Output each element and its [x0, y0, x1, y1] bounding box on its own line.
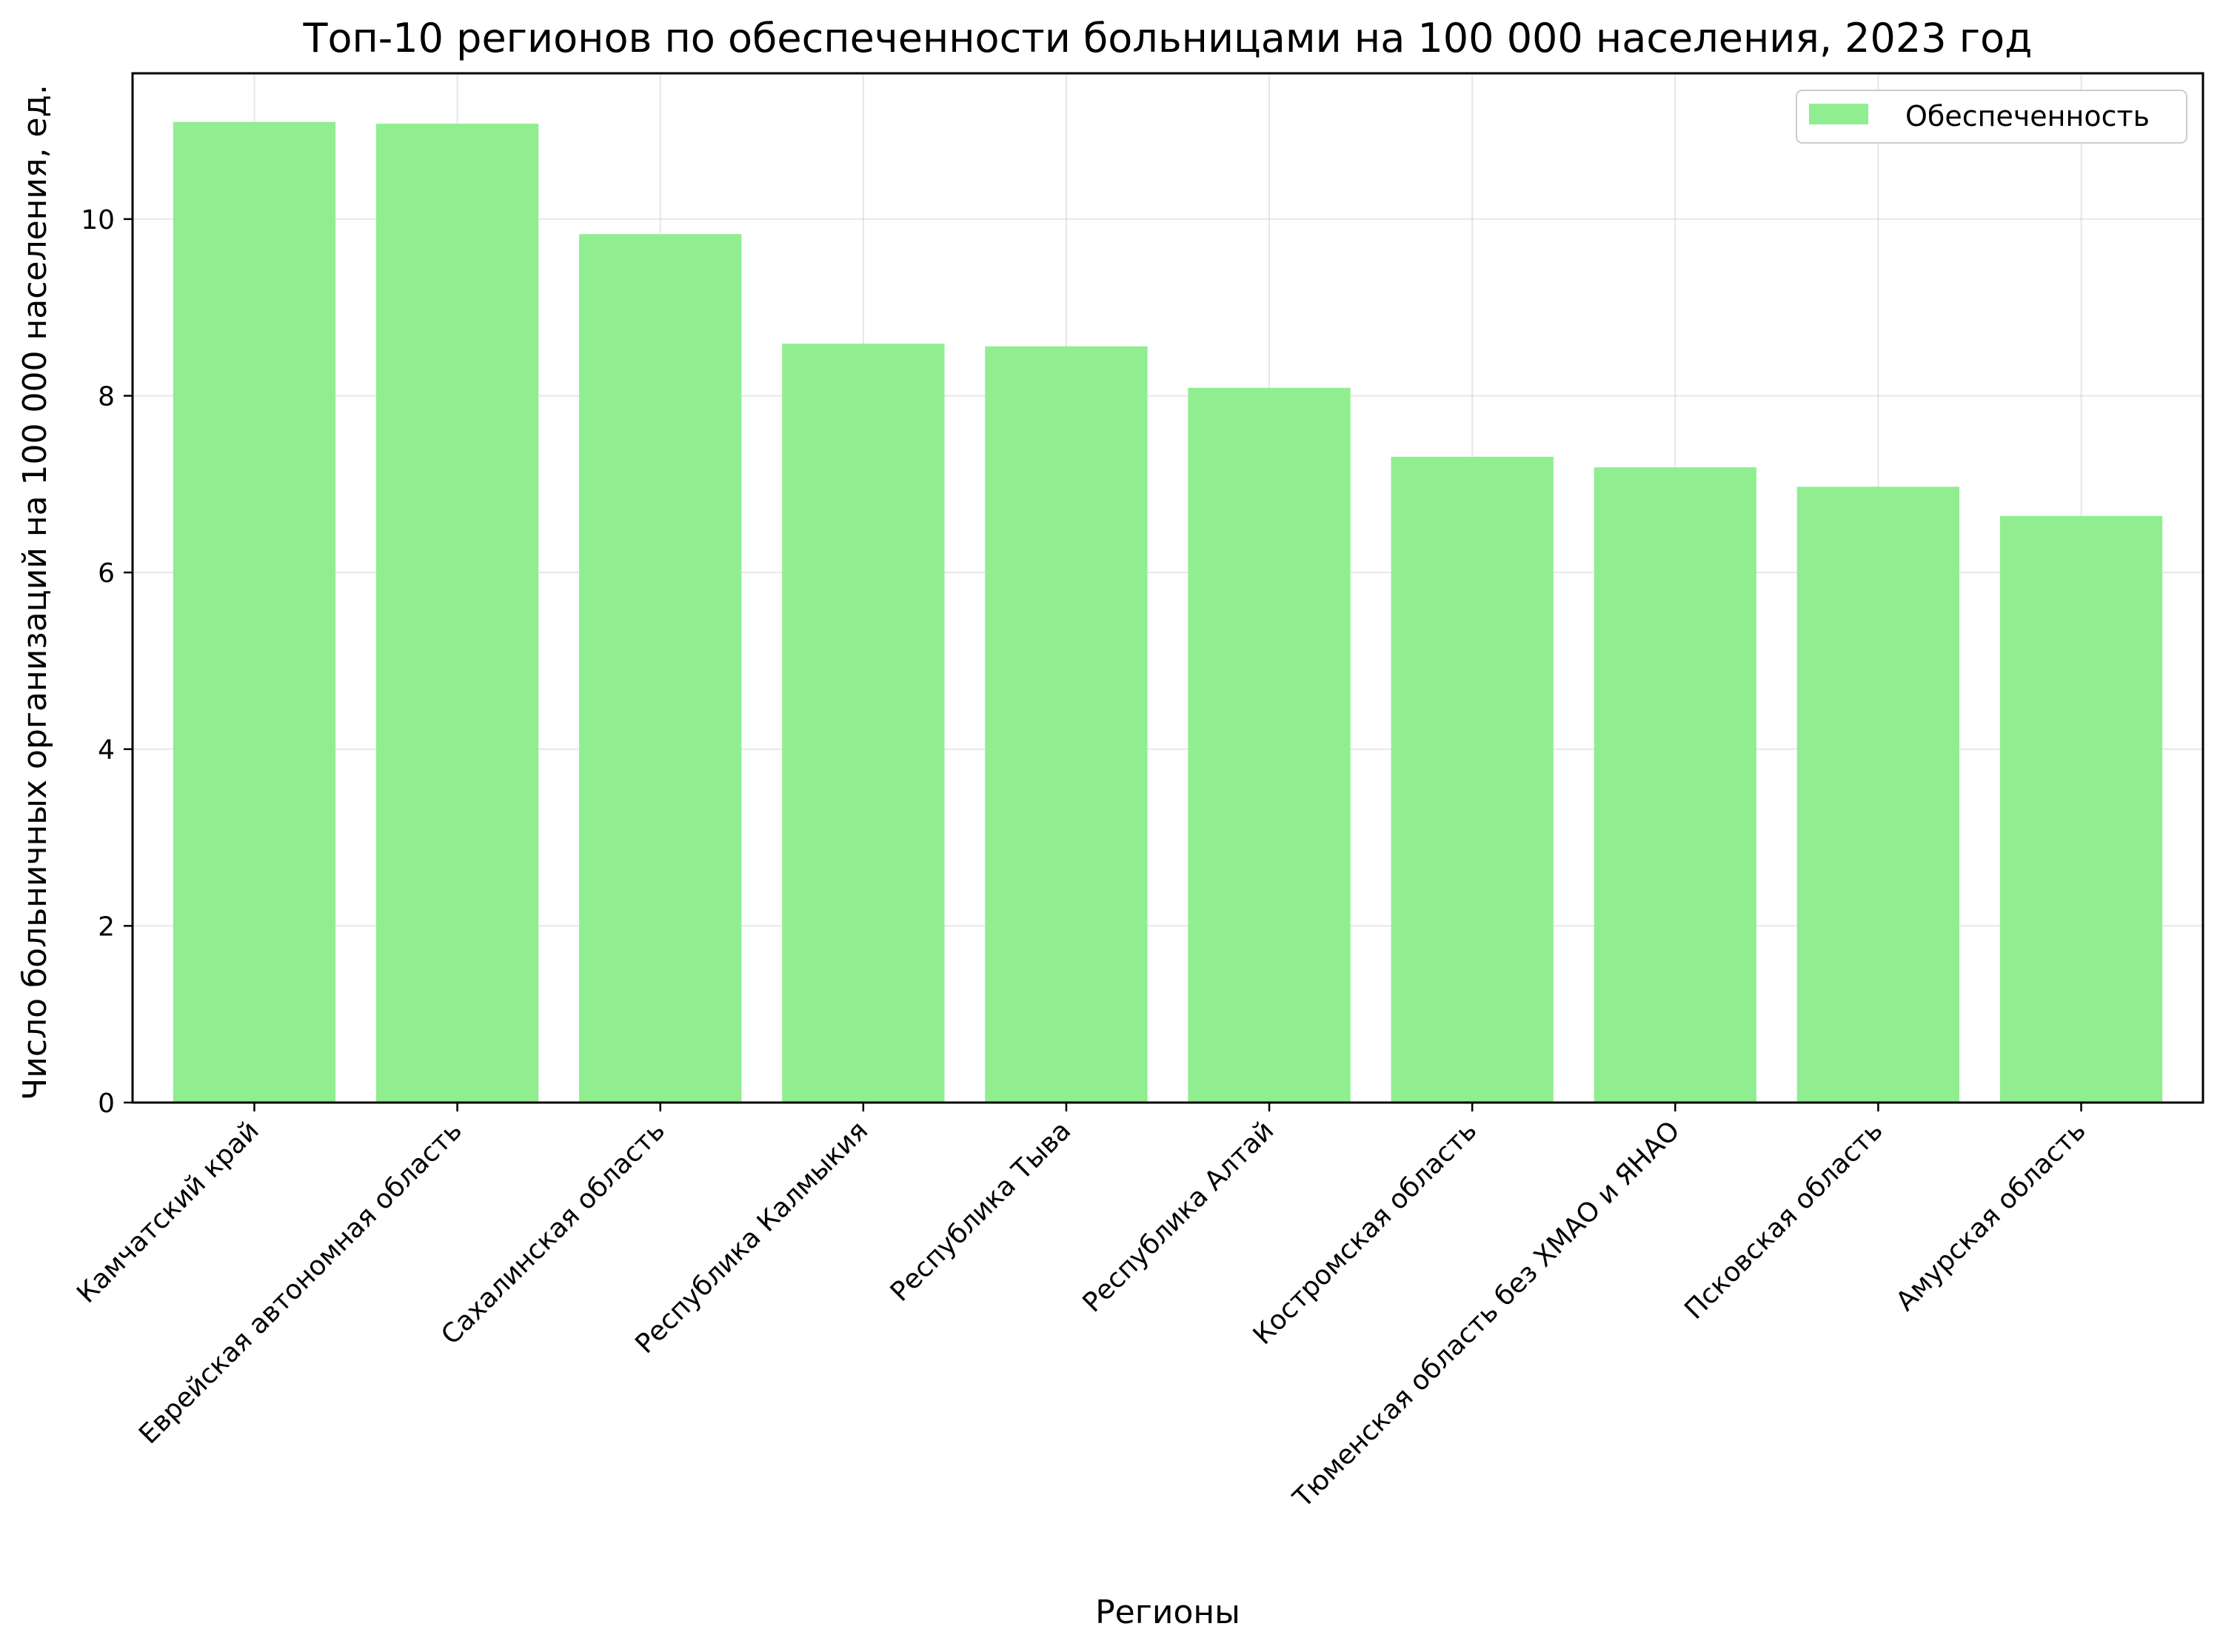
bar [1594, 467, 1756, 1103]
bar [173, 121, 336, 1103]
y-tick-label: 6 [98, 558, 115, 589]
bars [173, 121, 2163, 1103]
plot-frame [131, 72, 2204, 1104]
bar [1188, 387, 1351, 1103]
legend-frame [1796, 90, 2187, 144]
x-axis-label: Регионы [1095, 1594, 1240, 1631]
y-tick-label: 4 [98, 735, 115, 766]
legend-swatch [1809, 104, 1868, 124]
legend-label: Обеспеченность [1905, 100, 2150, 133]
bar [782, 344, 945, 1103]
legend: Обеспеченность [1796, 90, 2187, 144]
bar [1796, 486, 1960, 1103]
bar [375, 124, 539, 1103]
chart-title: Топ-10 регионов по обеспеченности больни… [302, 15, 2032, 61]
y-axis-label: Число больничных организаций на 100 000 … [16, 84, 54, 1100]
y-tick-label: 2 [98, 912, 115, 942]
bar [985, 346, 1148, 1103]
bar [1391, 456, 1554, 1103]
axes [124, 72, 2204, 1111]
bar [579, 234, 742, 1103]
bar [1999, 515, 2163, 1103]
y-tick-label: 8 [98, 381, 115, 412]
y-tick-label: 0 [98, 1088, 115, 1119]
y-tick-label: 10 [81, 205, 115, 235]
